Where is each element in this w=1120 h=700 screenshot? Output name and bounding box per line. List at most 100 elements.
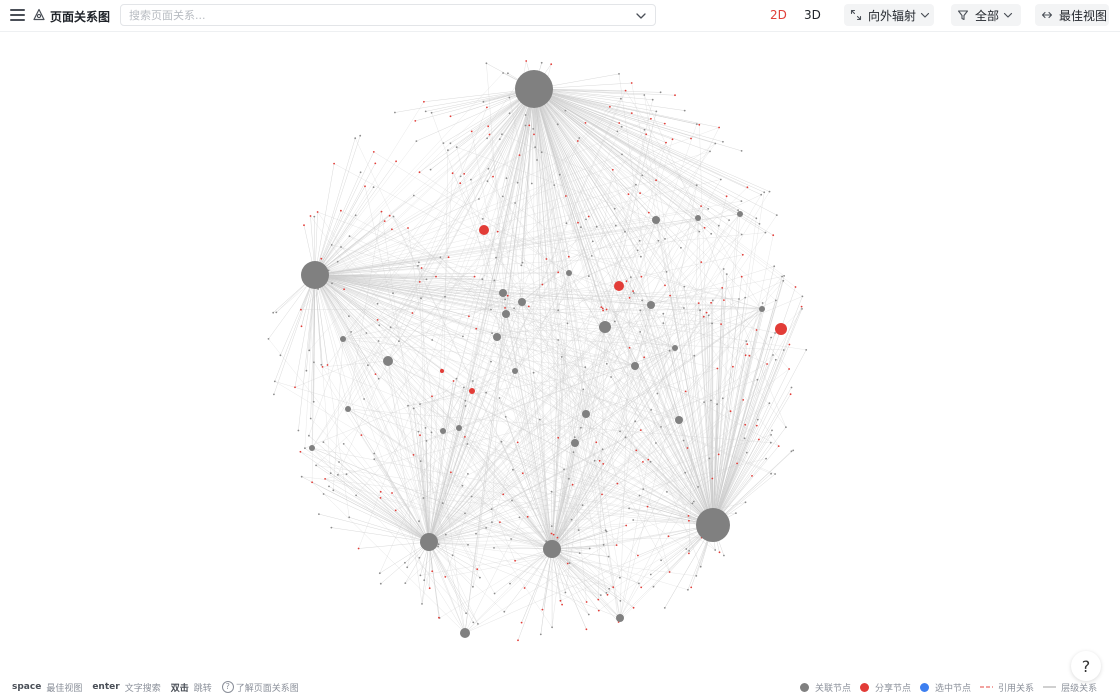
shared-node[interactable] bbox=[587, 215, 590, 218]
shared-node[interactable] bbox=[470, 130, 473, 133]
related-node[interactable] bbox=[430, 111, 433, 114]
related-node[interactable] bbox=[507, 72, 509, 75]
related-node[interactable] bbox=[571, 439, 579, 447]
related-node[interactable] bbox=[666, 491, 668, 493]
related-node[interactable] bbox=[570, 518, 573, 521]
shared-node[interactable] bbox=[705, 311, 708, 314]
related-node[interactable] bbox=[785, 426, 787, 429]
related-node[interactable] bbox=[363, 398, 365, 400]
shared-node[interactable] bbox=[595, 441, 598, 444]
related-node[interactable] bbox=[587, 275, 590, 278]
hamburger-menu-icon[interactable] bbox=[10, 8, 26, 22]
related-node[interactable] bbox=[760, 193, 763, 196]
related-node[interactable] bbox=[502, 72, 504, 74]
related-node[interactable] bbox=[418, 261, 420, 264]
shared-node[interactable] bbox=[700, 205, 702, 208]
related-node[interactable] bbox=[470, 495, 473, 498]
related-node[interactable] bbox=[365, 332, 368, 334]
related-node[interactable] bbox=[524, 114, 527, 116]
shared-node[interactable] bbox=[772, 234, 775, 237]
hub-node[interactable] bbox=[420, 533, 438, 551]
shared-node[interactable] bbox=[777, 445, 780, 447]
related-node[interactable] bbox=[315, 464, 317, 467]
shared-node[interactable] bbox=[299, 450, 302, 453]
related-node[interactable] bbox=[412, 194, 415, 197]
shared-node[interactable] bbox=[716, 367, 719, 370]
shared-node[interactable] bbox=[376, 319, 379, 321]
shared-node[interactable] bbox=[635, 449, 638, 452]
help-button[interactable]: ? bbox=[1071, 651, 1101, 681]
related-node[interactable] bbox=[418, 520, 420, 523]
shared-node[interactable] bbox=[669, 294, 671, 297]
related-node[interactable] bbox=[639, 309, 642, 312]
related-node[interactable] bbox=[638, 239, 641, 242]
related-node[interactable] bbox=[470, 178, 472, 181]
related-node[interactable] bbox=[684, 471, 687, 474]
related-node[interactable] bbox=[418, 556, 421, 559]
related-node[interactable] bbox=[801, 295, 804, 298]
related-node[interactable] bbox=[297, 429, 300, 432]
related-node[interactable] bbox=[605, 530, 608, 533]
related-node[interactable] bbox=[782, 279, 785, 282]
related-node[interactable] bbox=[520, 264, 523, 267]
shared-node[interactable] bbox=[688, 552, 690, 555]
related-node[interactable] bbox=[641, 299, 643, 302]
shared-node[interactable] bbox=[504, 307, 506, 309]
related-node[interactable] bbox=[662, 312, 665, 315]
related-node[interactable] bbox=[770, 472, 772, 475]
related-node[interactable] bbox=[509, 582, 511, 585]
related-node[interactable] bbox=[695, 123, 698, 125]
related-node[interactable] bbox=[417, 430, 420, 433]
related-node[interactable] bbox=[719, 178, 722, 181]
related-node[interactable] bbox=[329, 472, 332, 475]
related-node[interactable] bbox=[714, 549, 717, 551]
related-node[interactable] bbox=[581, 504, 584, 507]
related-node[interactable] bbox=[695, 215, 701, 221]
related-node[interactable] bbox=[322, 441, 325, 443]
shared-node[interactable] bbox=[383, 220, 386, 223]
shared-node[interactable] bbox=[476, 568, 479, 571]
shared-node[interactable] bbox=[625, 280, 628, 283]
related-node[interactable] bbox=[467, 473, 469, 475]
related-node[interactable] bbox=[699, 565, 702, 568]
related-node[interactable] bbox=[502, 310, 510, 318]
shared-node[interactable] bbox=[324, 478, 326, 480]
related-node[interactable] bbox=[372, 186, 375, 189]
shared-node[interactable] bbox=[741, 253, 744, 256]
related-node[interactable] bbox=[550, 490, 553, 493]
shared-node[interactable] bbox=[450, 471, 452, 474]
related-node[interactable] bbox=[761, 302, 764, 304]
related-node[interactable] bbox=[656, 392, 659, 395]
shared-node[interactable] bbox=[729, 410, 732, 413]
shared-node[interactable] bbox=[309, 215, 312, 217]
shared-node[interactable] bbox=[321, 366, 324, 368]
shared-node[interactable] bbox=[711, 477, 714, 480]
related-node[interactable] bbox=[495, 256, 497, 259]
related-node[interactable] bbox=[693, 354, 696, 357]
related-node[interactable] bbox=[768, 190, 771, 193]
related-node[interactable] bbox=[723, 554, 725, 557]
shared-node[interactable] bbox=[746, 343, 749, 345]
related-node[interactable] bbox=[722, 268, 725, 270]
related-node[interactable] bbox=[610, 376, 612, 378]
relation-graph-canvas[interactable] bbox=[0, 32, 1120, 672]
related-node[interactable] bbox=[539, 633, 542, 636]
related-node[interactable] bbox=[683, 285, 686, 288]
related-node[interactable] bbox=[638, 494, 641, 497]
related-node[interactable] bbox=[486, 137, 488, 140]
related-node[interactable] bbox=[392, 215, 395, 218]
related-node[interactable] bbox=[486, 180, 489, 183]
shared-node[interactable] bbox=[556, 536, 559, 539]
related-node[interactable] bbox=[580, 226, 582, 229]
related-node[interactable] bbox=[421, 603, 423, 605]
shared-node[interactable] bbox=[612, 586, 615, 589]
shared-node[interactable] bbox=[668, 571, 671, 573]
shared-node[interactable] bbox=[464, 436, 466, 438]
related-node[interactable] bbox=[336, 260, 339, 263]
shared-node[interactable] bbox=[740, 275, 743, 278]
shared-node[interactable] bbox=[557, 436, 560, 439]
related-node[interactable] bbox=[332, 489, 335, 492]
related-node[interactable] bbox=[355, 494, 357, 497]
shared-node[interactable] bbox=[664, 284, 666, 287]
shared-node[interactable] bbox=[391, 492, 393, 494]
